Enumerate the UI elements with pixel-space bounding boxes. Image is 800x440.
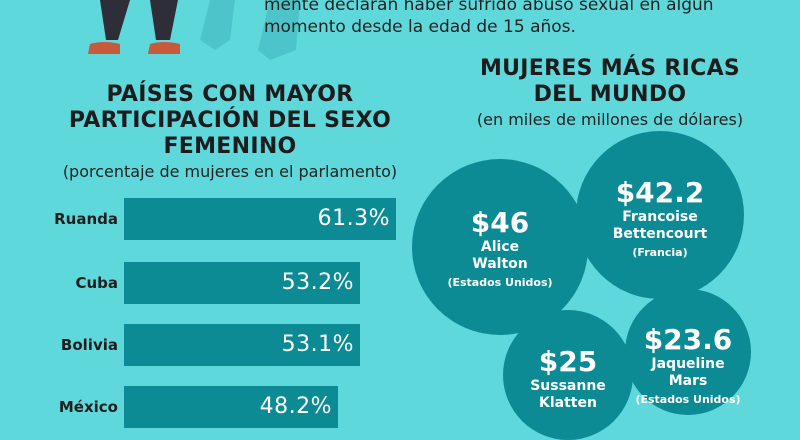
- intro-line-1: mente declaran haber sufrido abuso sexua…: [264, 0, 714, 15]
- parliament-title-line-2: PARTICIPACIÓN DEL SEXO: [68, 108, 392, 133]
- bubble-amount-label: $25: [538, 345, 598, 378]
- bubble-name-line-2: Mars: [668, 373, 708, 389]
- bar: 53.1%: [124, 324, 360, 366]
- bar-category-label: Cuba: [75, 274, 118, 292]
- parliament-title-line-1: PAÍSES CON MAYOR: [106, 82, 354, 107]
- bubble-country-label: (Francia): [632, 246, 688, 259]
- bubble-content: $42.2 Francoise Bettencourt (Francia): [576, 131, 744, 261]
- bubble-country-label: (Estados Unidos): [447, 276, 553, 289]
- bar-category-label: México: [58, 398, 118, 416]
- wealth-bubble: $42.2 Francoise Bettencourt (Francia): [576, 131, 744, 299]
- bubble-content: $25 Sussanne Klatten: [503, 310, 633, 412]
- parliament-chart-title: PAÍSES CON MAYOR PARTICIPACIÓN DEL SEXO …: [40, 82, 420, 160]
- parliament-chart-subtitle: (porcentaje de mujeres en el parlamento): [62, 162, 398, 181]
- parliament-title-line-3: FEMENINO: [163, 134, 297, 159]
- bubble-name-line-1: Alice: [480, 239, 520, 255]
- bar-value-label: 48.2%: [259, 394, 332, 419]
- wealth-bubble: $23.6 Jaqueline Mars (Estados Unidos): [625, 289, 751, 415]
- bubble-name-line-2: Klatten: [539, 395, 597, 411]
- bubble-amount-label: $23.6: [643, 323, 733, 356]
- bar: 53.2%: [124, 262, 360, 304]
- bubble-name-line-2: Walton: [472, 256, 528, 272]
- intro-line-2: momento desde la edad de 15 años.: [264, 17, 576, 37]
- bar-value-label: 53.1%: [281, 332, 354, 357]
- wealth-chart-title: MUJERES MÁS RICAS DEL MUNDO: [430, 56, 790, 108]
- bubble-name-line-1: Francoise: [622, 209, 698, 225]
- intro-text: mente declaran haber sufrido abuso sexua…: [264, 0, 714, 38]
- bar-value-label: 61.3%: [317, 206, 390, 231]
- bar-category-label: Bolivia: [60, 336, 118, 354]
- wealth-bubble: $46 Alice Walton (Estados Unidos): [412, 159, 588, 335]
- wealth-title-line-1: MUJERES MÁS RICAS: [479, 56, 741, 81]
- bubble-amount-label: $46: [470, 206, 530, 239]
- bar: 61.3%: [124, 198, 396, 240]
- wealth-bubble: $25 Sussanne Klatten: [503, 310, 633, 440]
- bar-category-label: Ruanda: [54, 210, 118, 228]
- bar-value-label: 53.2%: [281, 270, 354, 295]
- bubble-content: $46 Alice Walton (Estados Unidos): [412, 159, 588, 291]
- bubble-name-line-1: Jaqueline: [651, 356, 725, 372]
- woman-legs-illustration: [88, 0, 300, 60]
- bar: 48.2%: [124, 386, 338, 428]
- bubble-content: $23.6 Jaqueline Mars (Estados Unidos): [625, 289, 751, 408]
- bubble-country-label: (Estados Unidos): [635, 393, 741, 406]
- wealth-title-line-2: DEL MUNDO: [533, 82, 687, 107]
- bubble-amount-label: $42.2: [615, 176, 705, 209]
- bubble-name-line-1: Sussanne: [530, 378, 606, 394]
- wealth-chart-subtitle: (en miles de millones de dólares): [476, 110, 744, 129]
- bubble-name-line-2: Bettencourt: [612, 226, 708, 242]
